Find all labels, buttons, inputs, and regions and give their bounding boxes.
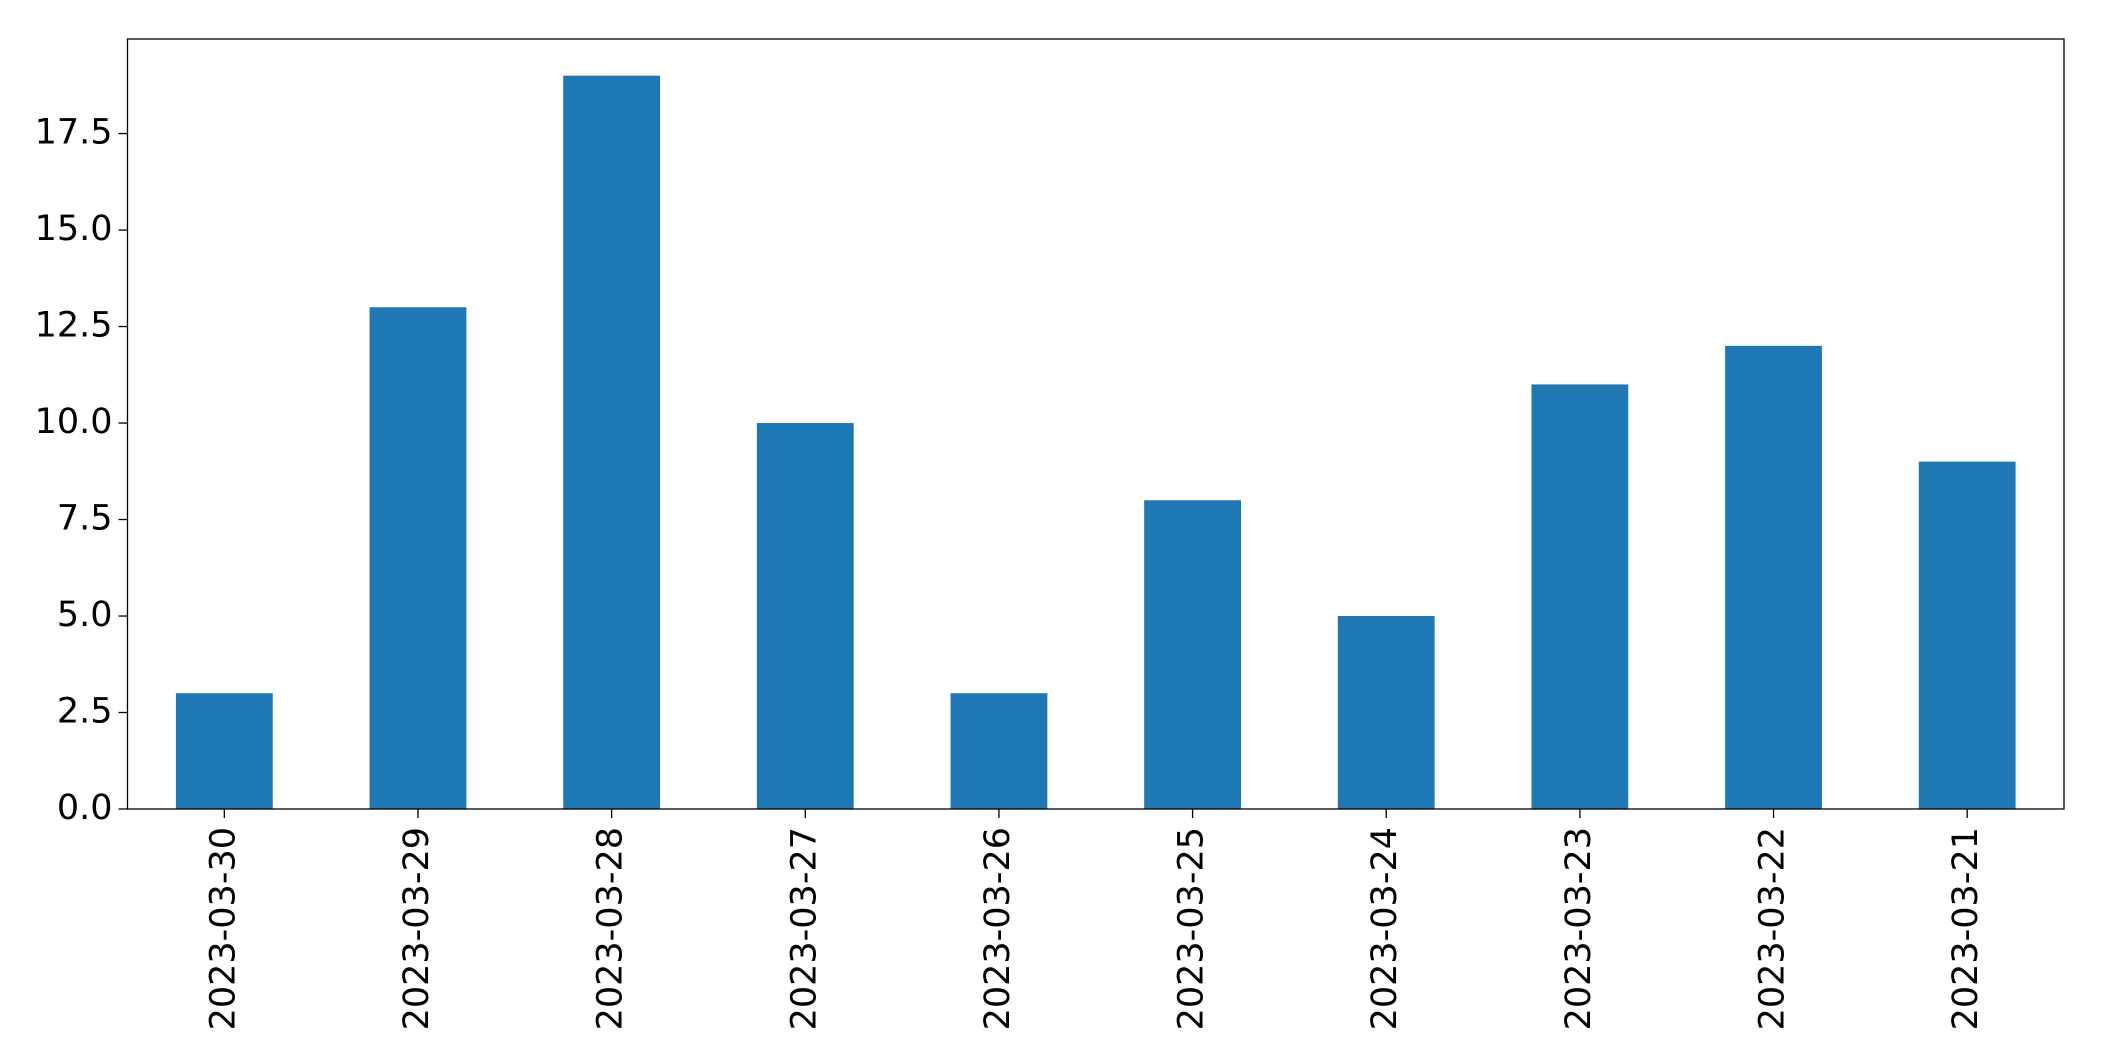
bar [1337, 616, 1435, 809]
x-tick-label: 2023-03-26 [978, 827, 1018, 1030]
x-tick-label: 2023-03-23 [1559, 827, 1599, 1030]
x-tick-label: 2023-03-28 [591, 827, 631, 1030]
bar [1144, 500, 1241, 809]
y-tick-label: 12.5 [35, 306, 113, 346]
bar [1918, 461, 2016, 809]
bar [950, 693, 1048, 809]
x-tick-label: 2023-03-24 [1365, 827, 1405, 1030]
bar [175, 693, 273, 809]
x-tick-label: 2023-03-29 [397, 827, 437, 1030]
y-tick-label: 17.5 [35, 113, 113, 153]
y-tick-label: 7.5 [57, 499, 113, 539]
x-tick-label: 2023-03-22 [1753, 827, 1793, 1030]
x-tick-label: 2023-03-21 [1946, 827, 1986, 1030]
y-tick-label: 5.0 [57, 595, 113, 635]
x-tick-label: 2023-03-30 [203, 827, 243, 1030]
y-tick-label: 10.0 [35, 402, 113, 442]
x-tick-label: 2023-03-27 [784, 827, 824, 1030]
plot-frame [126, 38, 2065, 810]
bar [1725, 345, 1822, 809]
x-tick-label: 2023-03-25 [1172, 827, 1212, 1030]
bar [563, 75, 661, 809]
y-tick-label: 2.5 [57, 692, 113, 732]
bar [756, 423, 854, 809]
y-tick-label: 0.0 [57, 788, 113, 828]
y-tick-label: 15.0 [35, 209, 113, 249]
bar [369, 307, 467, 809]
bar [1531, 384, 1629, 809]
